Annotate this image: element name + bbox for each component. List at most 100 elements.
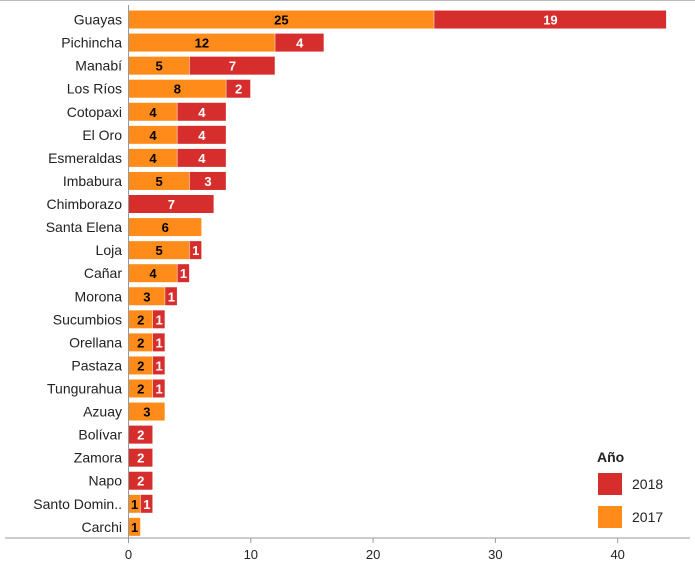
category-label: Manabí (75, 58, 122, 74)
category-label: Morona (75, 288, 123, 304)
bar-segment-2017 (128, 356, 153, 375)
legend-label: 2018 (632, 476, 663, 492)
category-label: Zamora (74, 450, 122, 466)
data-label: 3 (143, 289, 150, 304)
data-label: 12 (195, 36, 209, 51)
category-label: Cañar (84, 265, 122, 281)
bar-segment-2018 (189, 171, 226, 190)
data-label: 7 (168, 197, 175, 212)
category-label: Pastaza (71, 357, 122, 373)
data-label: 2 (235, 82, 242, 97)
bar-segment-2017 (128, 379, 153, 398)
bar-segment-2017 (128, 148, 177, 167)
data-label: 1 (131, 520, 138, 535)
bar-segment-2017 (128, 494, 141, 513)
bar-segment-2018 (128, 471, 153, 490)
bar-segment-2017 (128, 310, 153, 329)
data-label: 2 (137, 312, 144, 327)
data-label: 4 (149, 266, 157, 281)
bar-segment-2017 (128, 56, 190, 75)
data-label: 1 (192, 243, 199, 258)
bar-segment-2018 (128, 425, 153, 444)
data-label: 2 (137, 381, 144, 396)
bar-segment-2018 (152, 333, 165, 352)
bar-segment-2018 (128, 448, 153, 467)
legend-swatch-2017 (598, 506, 622, 528)
bar-segment-2017 (128, 218, 202, 237)
data-label: 4 (149, 128, 157, 143)
category-label: Sucumbios (53, 311, 122, 327)
data-label: 1 (168, 289, 175, 304)
bar-segment-2018 (177, 102, 226, 121)
x-tick-label: 30 (488, 547, 502, 562)
bar-segment-2017 (128, 241, 190, 260)
bar-segment-2018 (226, 79, 251, 98)
data-label: 5 (155, 174, 162, 189)
data-label: 1 (155, 335, 162, 350)
data-label: 25 (274, 13, 288, 28)
bar-segment-2018 (152, 356, 165, 375)
data-label: 1 (131, 497, 138, 512)
category-label: Santa Elena (46, 219, 122, 235)
data-label: 1 (155, 381, 162, 396)
bar-segment-2018 (177, 148, 226, 167)
bar-segment-2018 (165, 287, 177, 306)
category-label: Cotopaxi (67, 104, 122, 120)
bar-segment-2018 (128, 195, 214, 214)
data-label: 1 (155, 312, 162, 327)
data-label: 8 (174, 82, 181, 97)
bar-segment-2018 (140, 494, 153, 513)
bar-segment-2017 (128, 125, 177, 144)
data-label: 1 (155, 358, 162, 373)
category-label: Bolívar (78, 427, 122, 443)
category-label: Pichincha (61, 35, 122, 51)
data-label: 3 (143, 405, 150, 420)
bar-segment-2018 (177, 264, 190, 283)
category-label: Chimborazo (47, 196, 123, 212)
bar-segment-2018 (434, 10, 667, 29)
category-label: Guayas (74, 12, 122, 28)
legend-label: 2017 (632, 509, 663, 525)
x-tick-label: 40 (610, 547, 624, 562)
legend-swatch-2018 (598, 473, 622, 495)
bar-segment-2017 (128, 10, 434, 29)
data-label: 4 (198, 105, 206, 120)
category-label: Carchi (82, 519, 122, 535)
bar-segment-2017 (128, 287, 165, 306)
data-label: 2 (137, 358, 144, 373)
category-label: Santo Domin.. (33, 496, 122, 512)
data-label: 1 (143, 497, 150, 512)
data-label: 6 (162, 220, 169, 235)
data-label: 2 (137, 474, 144, 489)
data-label: 4 (296, 36, 304, 51)
bar-segment-2017 (128, 402, 165, 421)
data-label: 4 (149, 151, 157, 166)
bar-segment-2017 (128, 264, 177, 283)
category-label: Loja (96, 242, 123, 258)
x-tick-label: 20 (366, 547, 380, 562)
x-axis-ticks: 0 10 20 30 40 (125, 538, 625, 562)
bar-segment-2018 (152, 379, 165, 398)
category-labels: Guayas Pichincha Manabí Los Ríos Cotopaxi El … (33, 12, 122, 535)
bar-segment-2017 (128, 33, 275, 52)
bar-segment-2017 (128, 79, 226, 98)
bar-segment-2018 (189, 56, 275, 75)
x-tick-label: 0 (125, 547, 132, 562)
data-label: 4 (198, 128, 206, 143)
category-label: El Oro (82, 127, 122, 143)
data-label: 1 (180, 266, 187, 281)
bar-segment-2017 (128, 517, 141, 536)
category-label: Imbabura (63, 173, 122, 189)
bar-segment-2018 (275, 33, 324, 52)
data-label: 7 (229, 59, 236, 74)
bar-segment-2017 (128, 171, 190, 190)
category-label: Orellana (69, 334, 122, 350)
bar-segment-2018 (189, 241, 202, 260)
bar-segment-2018 (152, 310, 165, 329)
category-label: Esmeraldas (48, 150, 122, 166)
x-tick-label: 10 (244, 547, 258, 562)
category-label: Azuay (83, 404, 122, 420)
data-label: 3 (204, 174, 211, 189)
